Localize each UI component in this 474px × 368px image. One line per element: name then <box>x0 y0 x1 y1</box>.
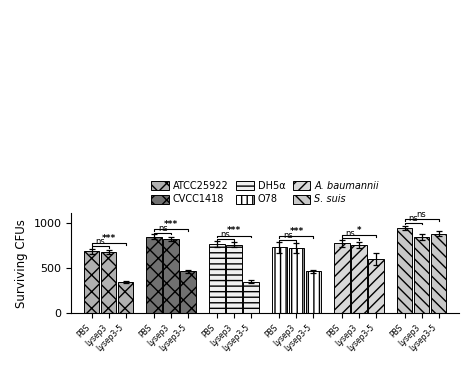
Bar <box>243 282 259 313</box>
Text: ns: ns <box>95 237 105 246</box>
Legend: ATCC25922, CVCC1418, DH5α, O78, A. baumannii, S. suis: ATCC25922, CVCC1418, DH5α, O78, A. bauma… <box>151 181 379 205</box>
Text: ns: ns <box>283 231 293 240</box>
Bar <box>84 251 100 313</box>
Bar <box>334 243 350 313</box>
Bar <box>431 234 447 313</box>
Text: ns: ns <box>220 230 230 239</box>
Bar <box>397 228 412 313</box>
Text: ***: *** <box>164 220 178 229</box>
Bar <box>181 271 196 313</box>
Bar <box>351 245 367 313</box>
Text: ***: *** <box>227 226 241 236</box>
Bar <box>306 271 321 313</box>
Bar <box>101 252 117 313</box>
Text: ns: ns <box>417 210 427 219</box>
Y-axis label: Surviving CFUs: Surviving CFUs <box>15 219 28 308</box>
Bar <box>164 239 179 313</box>
Bar <box>118 282 134 313</box>
Text: ***: *** <box>101 234 116 243</box>
Bar <box>414 237 429 313</box>
Text: ns: ns <box>158 223 168 233</box>
Bar <box>209 244 225 313</box>
Bar <box>226 245 242 313</box>
Text: *: * <box>357 226 361 235</box>
Text: ns: ns <box>408 213 418 223</box>
Bar <box>368 259 384 313</box>
Text: ns: ns <box>346 229 356 238</box>
Bar <box>272 247 287 313</box>
Bar <box>146 237 162 313</box>
Text: ***: *** <box>289 227 303 236</box>
Bar <box>289 248 304 313</box>
